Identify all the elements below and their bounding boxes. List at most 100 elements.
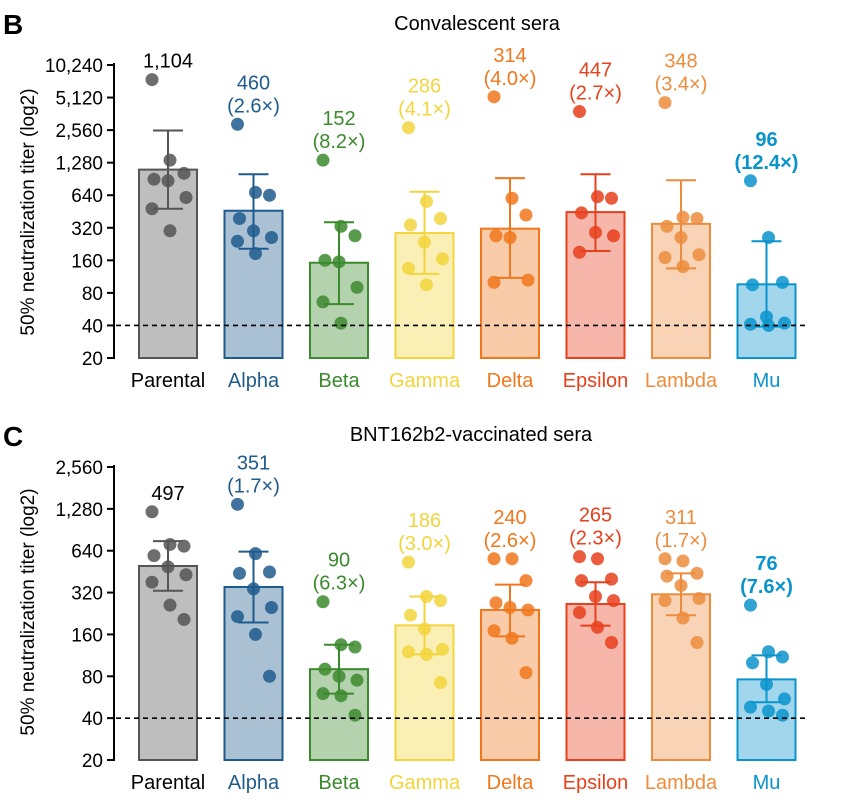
data-point [316, 295, 330, 309]
data-point [744, 598, 757, 612]
y-tick-label: 40 [82, 709, 103, 730]
data-point [249, 547, 262, 561]
data-point [487, 624, 501, 638]
x-category-label: Mu [753, 370, 781, 392]
data-point [589, 589, 602, 603]
value-label: 76 [755, 553, 777, 575]
value-label: 447 [579, 60, 612, 82]
panel-letter: C [3, 421, 23, 452]
data-point [605, 635, 618, 649]
data-point [573, 245, 586, 259]
fold-change-label: (1.7×) [655, 530, 708, 552]
data-point [674, 231, 688, 245]
fold-change-label: (6.3×) [313, 573, 366, 595]
data-point [161, 174, 175, 188]
y-tick-label: 20 [82, 349, 103, 370]
data-point [744, 700, 757, 714]
data-point [233, 211, 246, 225]
x-category-label: Mu [753, 772, 781, 794]
x-category-label: Delta [487, 370, 535, 392]
data-point [420, 589, 433, 603]
data-point [265, 600, 278, 614]
data-point [776, 275, 789, 289]
data-point [163, 153, 177, 167]
data-point [334, 638, 348, 652]
x-category-label: Delta [487, 772, 535, 794]
chart-title: Convalescent sera [394, 13, 561, 35]
value-label: 348 [664, 51, 697, 73]
y-tick-label: 40 [82, 316, 103, 337]
data-point [348, 640, 362, 654]
data-point [247, 224, 260, 238]
value-label: 314 [493, 45, 526, 67]
fold-change-label: (2.7×) [569, 83, 622, 105]
data-point [145, 202, 159, 216]
data-point [420, 194, 433, 208]
value-label: 240 [493, 507, 526, 529]
data-point [762, 704, 775, 718]
data-point [350, 280, 364, 294]
value-label: 286 [408, 76, 441, 98]
data-point [487, 275, 501, 289]
data-point [519, 574, 533, 588]
data-point [350, 673, 364, 687]
data-point [231, 117, 244, 131]
data-point [676, 260, 690, 274]
data-point [334, 219, 348, 233]
data-point [434, 211, 447, 225]
fold-change-label: (3.4×) [655, 74, 708, 96]
x-category-label: Epsilon [563, 772, 629, 794]
data-point [744, 317, 757, 331]
y-tick-label: 80 [82, 667, 103, 688]
data-point [418, 622, 431, 636]
fold-change-label: (8.2×) [313, 131, 366, 153]
data-point [658, 594, 672, 608]
data-point [231, 234, 244, 248]
data-point [436, 252, 449, 266]
y-tick-label: 80 [82, 284, 103, 305]
data-point [418, 235, 431, 249]
data-point [505, 191, 519, 205]
data-point [505, 552, 519, 566]
data-point [690, 635, 704, 649]
data-point [145, 73, 159, 87]
fold-change-label: (2.6×) [484, 530, 537, 552]
bar [138, 564, 198, 761]
data-point [778, 316, 791, 330]
data-point [318, 253, 332, 267]
data-point [263, 669, 276, 683]
value-label: 311 [665, 507, 697, 529]
data-point [233, 566, 246, 580]
x-category-label: Lambda [645, 370, 718, 392]
data-point [163, 224, 177, 238]
data-point [746, 656, 759, 670]
data-point [762, 231, 775, 245]
data-point [690, 211, 704, 225]
data-point [263, 188, 276, 202]
y-tick-label: 640 [71, 542, 103, 563]
data-point [660, 569, 674, 583]
data-point [332, 255, 346, 269]
data-point [179, 568, 193, 582]
fold-change-label: (12.4×) [735, 152, 799, 174]
x-category-label: Gamma [389, 370, 461, 392]
x-category-label: Parental [131, 772, 206, 794]
data-point [489, 596, 503, 610]
data-point [605, 572, 618, 586]
data-point [521, 603, 535, 617]
y-tick-label: 320 [71, 584, 103, 605]
data-point [334, 316, 348, 330]
data-point [746, 278, 759, 292]
data-point [519, 208, 533, 222]
value-label: 1,104 [143, 51, 193, 73]
data-point [145, 505, 159, 519]
data-point [658, 96, 672, 110]
data-point [334, 689, 348, 703]
data-point [147, 172, 161, 186]
x-category-label: Lambda [645, 772, 718, 794]
data-point [263, 565, 276, 579]
data-point [147, 549, 161, 563]
y-tick-label: 10,240 [45, 56, 103, 77]
y-axis-label: 50% neutralization titer (log2) [18, 488, 39, 735]
data-point [487, 90, 501, 104]
